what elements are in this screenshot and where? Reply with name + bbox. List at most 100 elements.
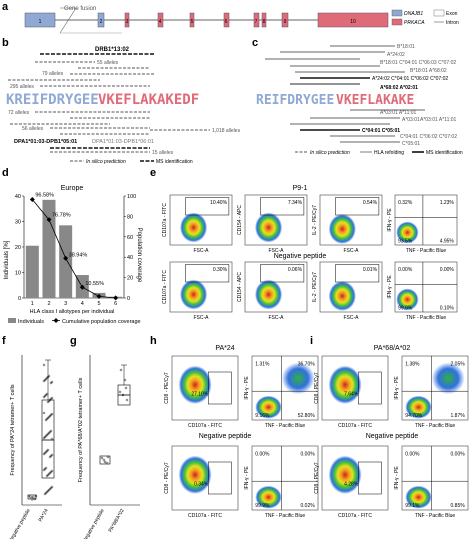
panel-letter-a: a (2, 1, 9, 13)
flow-y-label: CD107a - FITC (162, 270, 168, 304)
flow-x-label: FSC-A (269, 315, 285, 321)
gate (358, 371, 382, 405)
panel-h-title: PA*24 (215, 345, 234, 352)
flow-x-label: CD107a - FITC (338, 513, 372, 519)
gate-percentage: 7.34% (288, 200, 303, 206)
svg-text:6: 6 (225, 19, 228, 25)
flow-x-label: CD107a - FITC (338, 423, 372, 429)
data-point (50, 485, 54, 489)
svg-text:79 alleles: 79 alleles (42, 71, 64, 77)
data-point (34, 494, 38, 498)
panel-b-peptide-map: DRB1*13:02 55 alleles 79 alleles 295 all… (6, 47, 241, 165)
cell-population (328, 365, 362, 404)
cell-population (254, 279, 283, 310)
panel-i-title: PA*68/A*02 (374, 345, 411, 352)
gate-percentage: 1.23% (440, 200, 455, 206)
cell-population (405, 485, 432, 509)
flow-plot: 27.10% CD8 - PE/Cy7 CD107a - FITC (164, 355, 239, 429)
data-point (119, 368, 123, 372)
exon-2-dnajb1 (97, 12, 105, 28)
gate (335, 264, 380, 283)
svg-text:MS identification: MS identification (426, 150, 463, 156)
svg-text:A*03:01: A*03:01 (402, 117, 420, 123)
data-point (46, 448, 50, 452)
gate (335, 197, 380, 216)
svg-text:B*18:01: B*18:01 (397, 44, 415, 50)
flow-plot: 0.01% IL-2 - PE/Cy7 FSC-A (312, 261, 383, 321)
gate-percentage: 0.00% (398, 267, 413, 273)
y-tick-label: 30 (15, 220, 21, 226)
svg-text:72 alleles: 72 alleles (8, 110, 30, 116)
coverage-line (32, 199, 116, 299)
svg-text:15 alleles: 15 alleles (152, 150, 174, 156)
data-point (121, 393, 125, 397)
data-point (50, 437, 54, 441)
panel-f-xcat-0: Negative peptide (8, 508, 32, 539)
svg-text:A*68:02 A*02:01: A*68:02 A*02:01 (380, 85, 418, 91)
y2-tick-label: 100 (127, 194, 136, 200)
svg-text:2: 2 (100, 19, 103, 25)
cell-population (396, 288, 419, 311)
gate-percentage: 0.01% (363, 267, 378, 273)
flow-x-label: FSC-A (194, 315, 210, 321)
data-point (29, 495, 32, 499)
x-tick-label: 5 (97, 301, 100, 307)
y2-tick-label: 40 (127, 255, 133, 261)
svg-text:10: 10 (350, 19, 356, 25)
y-tick-label: 0 (18, 296, 21, 302)
gate-percentage: 0.00% (440, 267, 455, 273)
gate-percentage: 99.9% (398, 306, 413, 312)
gate-percentage: 1.31% (255, 362, 270, 368)
gate-percentage: 0.10% (440, 306, 455, 312)
gate-percentage: 36.70% (298, 362, 316, 368)
x-tick-label: 6 (114, 301, 117, 307)
svg-text:5: 5 (191, 19, 194, 25)
coverage-point (29, 196, 35, 202)
svg-text:C*04:01 C*05:01: C*04:01 C*05:01 (362, 128, 400, 134)
svg-text:7: 7 (255, 19, 258, 25)
cell-population-secondary (281, 362, 315, 395)
cell-population (254, 212, 283, 243)
data-point (33, 497, 36, 501)
coverage-data-label: 76.78% (52, 213, 71, 219)
flow-x-label: TNF - Pacific Blue (265, 513, 306, 519)
panel-letter-e: e (150, 167, 156, 179)
data-point (124, 386, 128, 390)
legend-line-label: Cumulative population coverage (62, 319, 141, 325)
gate (185, 197, 230, 216)
cell-population (179, 212, 208, 243)
flow-x-label: FSC-A (344, 248, 360, 254)
gate-percentage: 0.02% (301, 503, 316, 509)
svg-text:MS identification: MS identification (156, 159, 193, 165)
gate-percentage: 0.00% (405, 452, 420, 458)
svg-text:DPA1*01:03-DPB1*05:01: DPA1*01:03-DPB1*05:01 (14, 139, 77, 145)
svg-text:C*05:01: C*05:01 (402, 141, 420, 147)
y2-axis-label: Population coverage (136, 228, 142, 283)
flow-x-label: FSC-A (194, 248, 210, 254)
gate (260, 264, 305, 283)
flow-plot: 0.30% CD107a - FITC FSC-A (162, 261, 233, 321)
flow-y-label: CD8 - PE/Cy7 (164, 372, 170, 404)
y2-tick-label: 60 (127, 235, 133, 241)
data-point (32, 495, 35, 499)
flow-plot: 0.32% 1.23% 93.5% 4.95% IFN-γ - PE TNF - Paci… (387, 194, 458, 254)
data-point (123, 378, 127, 382)
y2-tick-label: 80 (127, 214, 133, 220)
y2-tick-label: 0 (127, 296, 130, 302)
gate (358, 461, 382, 495)
flow-plot: 10.40% CD107a - FITC FSC-A (162, 194, 233, 254)
data-point (50, 380, 54, 384)
svg-text:HLA refolding: HLA refolding (374, 150, 404, 156)
panel-h-neg-label: Negative peptide (199, 433, 252, 440)
exon-10-prkaca (317, 12, 389, 28)
gate-percentage: 99.9% (255, 503, 270, 509)
panel-letter-c: c (252, 37, 258, 49)
panel-f-boxplot: Frequency of PA*24 tetramer+ T cells Neg… (8, 355, 62, 539)
cell-population (178, 455, 212, 494)
panel-a-legend: DNAJB1 PRKACA Exon Intron (391, 9, 459, 26)
svg-text:8: 8 (263, 19, 266, 25)
data-point (49, 429, 53, 433)
coverage-data-label: 10.55% (85, 281, 104, 287)
gene-fusion-label: Gene fusion (64, 6, 96, 12)
exon-1-dnajb1 (24, 12, 56, 28)
